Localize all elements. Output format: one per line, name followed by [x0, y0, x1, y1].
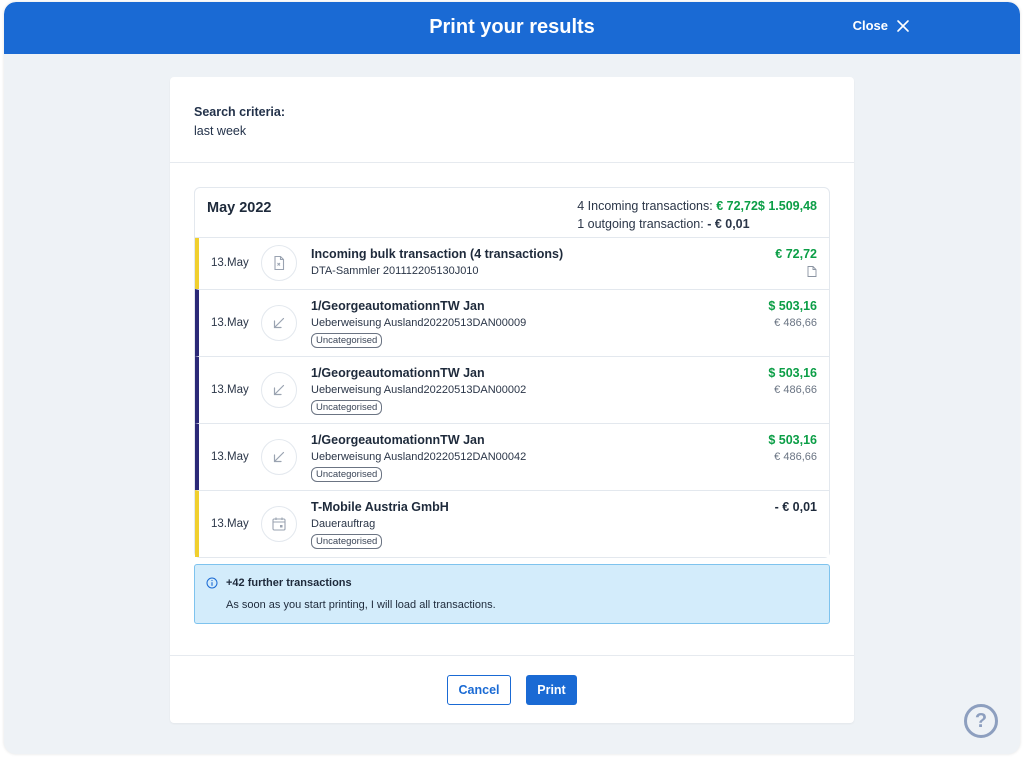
- transaction-row[interactable]: 13.May 1/GeorgeautomationnTW Jan Ueberwe…: [195, 356, 829, 423]
- search-criteria-value: last week: [194, 124, 247, 138]
- notice-title: +42 further transactions: [226, 577, 352, 589]
- search-criteria-label: Search criteria:: [194, 105, 286, 119]
- transaction-row[interactable]: 13.May Incoming bulk transaction (4 tran…: [195, 238, 829, 289]
- transaction-details: T-Mobile Austria GmbH Dauerauftrag Uncat…: [311, 500, 449, 549]
- transaction-details: 1/GeorgeautomationnTW Jan Ueberweisung A…: [311, 366, 526, 415]
- transaction-subtitle: Ueberweisung Ausland20220513DAN00009: [311, 317, 527, 329]
- transaction-date: 13.May: [211, 257, 249, 269]
- category-badge[interactable]: Uncategorised: [311, 333, 383, 348]
- month-summary: 4 Incoming transactions: € 72,72$ 1.509,…: [577, 197, 817, 233]
- modal-header: Print your results Close: [4, 2, 1020, 54]
- transaction-amount-block: $ 503,16 € 486,66: [768, 433, 817, 463]
- transaction-subtitle: Ueberweisung Ausland20220513DAN00002: [311, 384, 527, 396]
- print-button[interactable]: Print: [526, 675, 577, 705]
- transaction-details: Incoming bulk transaction (4 transaction…: [311, 247, 563, 277]
- month-header: May 2022 4 Incoming transactions: € 72,7…: [194, 187, 830, 238]
- cancel-button[interactable]: Cancel: [447, 675, 511, 705]
- close-label: Close: [852, 18, 888, 33]
- transaction-subtitle: Dauerauftrag: [311, 518, 376, 530]
- outgoing-summary-label: 1 outgoing transaction:: [577, 217, 704, 231]
- info-icon: [206, 577, 218, 589]
- transaction-title: 1/GeorgeautomationnTW Jan: [311, 366, 485, 380]
- category-badge[interactable]: Uncategorised: [311, 467, 383, 482]
- results-card: Search criteria: last week May 2022 4 In…: [170, 77, 854, 723]
- transaction-row[interactable]: 13.May T-Mobile Austria GmbH Dauerauftra…: [195, 490, 829, 557]
- divider: [170, 655, 854, 656]
- transaction-amount-block: - € 0,01: [775, 500, 817, 514]
- help-button[interactable]: ?: [964, 704, 998, 738]
- transaction-row[interactable]: 13.May 1/GeorgeautomationnTW Jan Ueberwe…: [195, 423, 829, 490]
- transaction-amount-block: $ 503,16 € 486,66: [768, 366, 817, 396]
- transaction-amount: - € 0,01: [774, 500, 817, 514]
- transaction-amount-block: $ 503,16 € 486,66: [768, 299, 817, 329]
- attachment-doc-icon: [807, 264, 817, 282]
- transaction-amount: $ 503,16: [768, 433, 817, 447]
- transaction-list: May 2022 4 Incoming transactions: € 72,7…: [194, 187, 830, 558]
- arrow-down-left-icon: [261, 305, 297, 341]
- modal-title: Print your results: [429, 16, 595, 38]
- transaction-title: T-Mobile Austria GmbH: [311, 500, 449, 514]
- divider: [170, 162, 854, 163]
- transaction-date: 13.May: [211, 317, 249, 329]
- transaction-subtitle: Ueberweisung Ausland20220512DAN00042: [311, 451, 527, 463]
- close-icon: [897, 19, 909, 32]
- close-button[interactable]: Close: [853, 18, 910, 33]
- transaction-secondary-amount: € 486,66: [774, 451, 817, 463]
- transaction-amount: $ 503,16: [768, 299, 817, 313]
- calendar-icon: [261, 506, 297, 542]
- transaction-amount: $ 503,16: [768, 366, 817, 380]
- document-icon: [261, 245, 297, 281]
- transaction-amount-block: € 72,72: [775, 247, 817, 282]
- category-badge[interactable]: Uncategorised: [311, 534, 383, 549]
- arrow-down-left-icon: [261, 439, 297, 475]
- notice-text: As soon as you start printing, I will lo…: [226, 599, 496, 611]
- arrow-down-left-icon: [261, 372, 297, 408]
- search-criteria: Search criteria: last week: [194, 105, 285, 138]
- transaction-title: 1/GeorgeautomationnTW Jan: [311, 433, 485, 447]
- transaction-secondary-amount: € 486,66: [774, 317, 817, 329]
- transaction-date: 13.May: [211, 451, 249, 463]
- incoming-summary-amounts: € 72,72$ 1.509,48: [716, 199, 817, 213]
- category-badge[interactable]: Uncategorised: [311, 400, 383, 415]
- outgoing-summary-amount: - € 0,01: [707, 217, 750, 231]
- transaction-subtitle: DTA-Sammler 201112205130J010: [311, 265, 479, 277]
- further-transactions-notice: +42 further transactions As soon as you …: [194, 564, 830, 624]
- transaction-secondary-amount: € 486,66: [774, 384, 817, 396]
- transaction-rows: 13.May Incoming bulk transaction (4 tran…: [194, 238, 830, 558]
- transaction-title: 1/GeorgeautomationnTW Jan: [311, 299, 485, 313]
- transaction-amount: € 72,72: [775, 247, 817, 261]
- month-title: May 2022: [207, 200, 272, 216]
- transaction-details: 1/GeorgeautomationnTW Jan Ueberweisung A…: [311, 299, 526, 348]
- transaction-details: 1/GeorgeautomationnTW Jan Ueberweisung A…: [311, 433, 526, 482]
- print-results-modal: Print your results Close Search criteria…: [4, 2, 1020, 754]
- transaction-date: 13.May: [211, 518, 249, 530]
- incoming-summary-label: 4 Incoming transactions:: [577, 199, 713, 213]
- transaction-title: Incoming bulk transaction (4 transaction…: [311, 247, 564, 261]
- transaction-date: 13.May: [211, 384, 249, 396]
- transaction-row[interactable]: 13.May 1/GeorgeautomationnTW Jan Ueberwe…: [195, 289, 829, 356]
